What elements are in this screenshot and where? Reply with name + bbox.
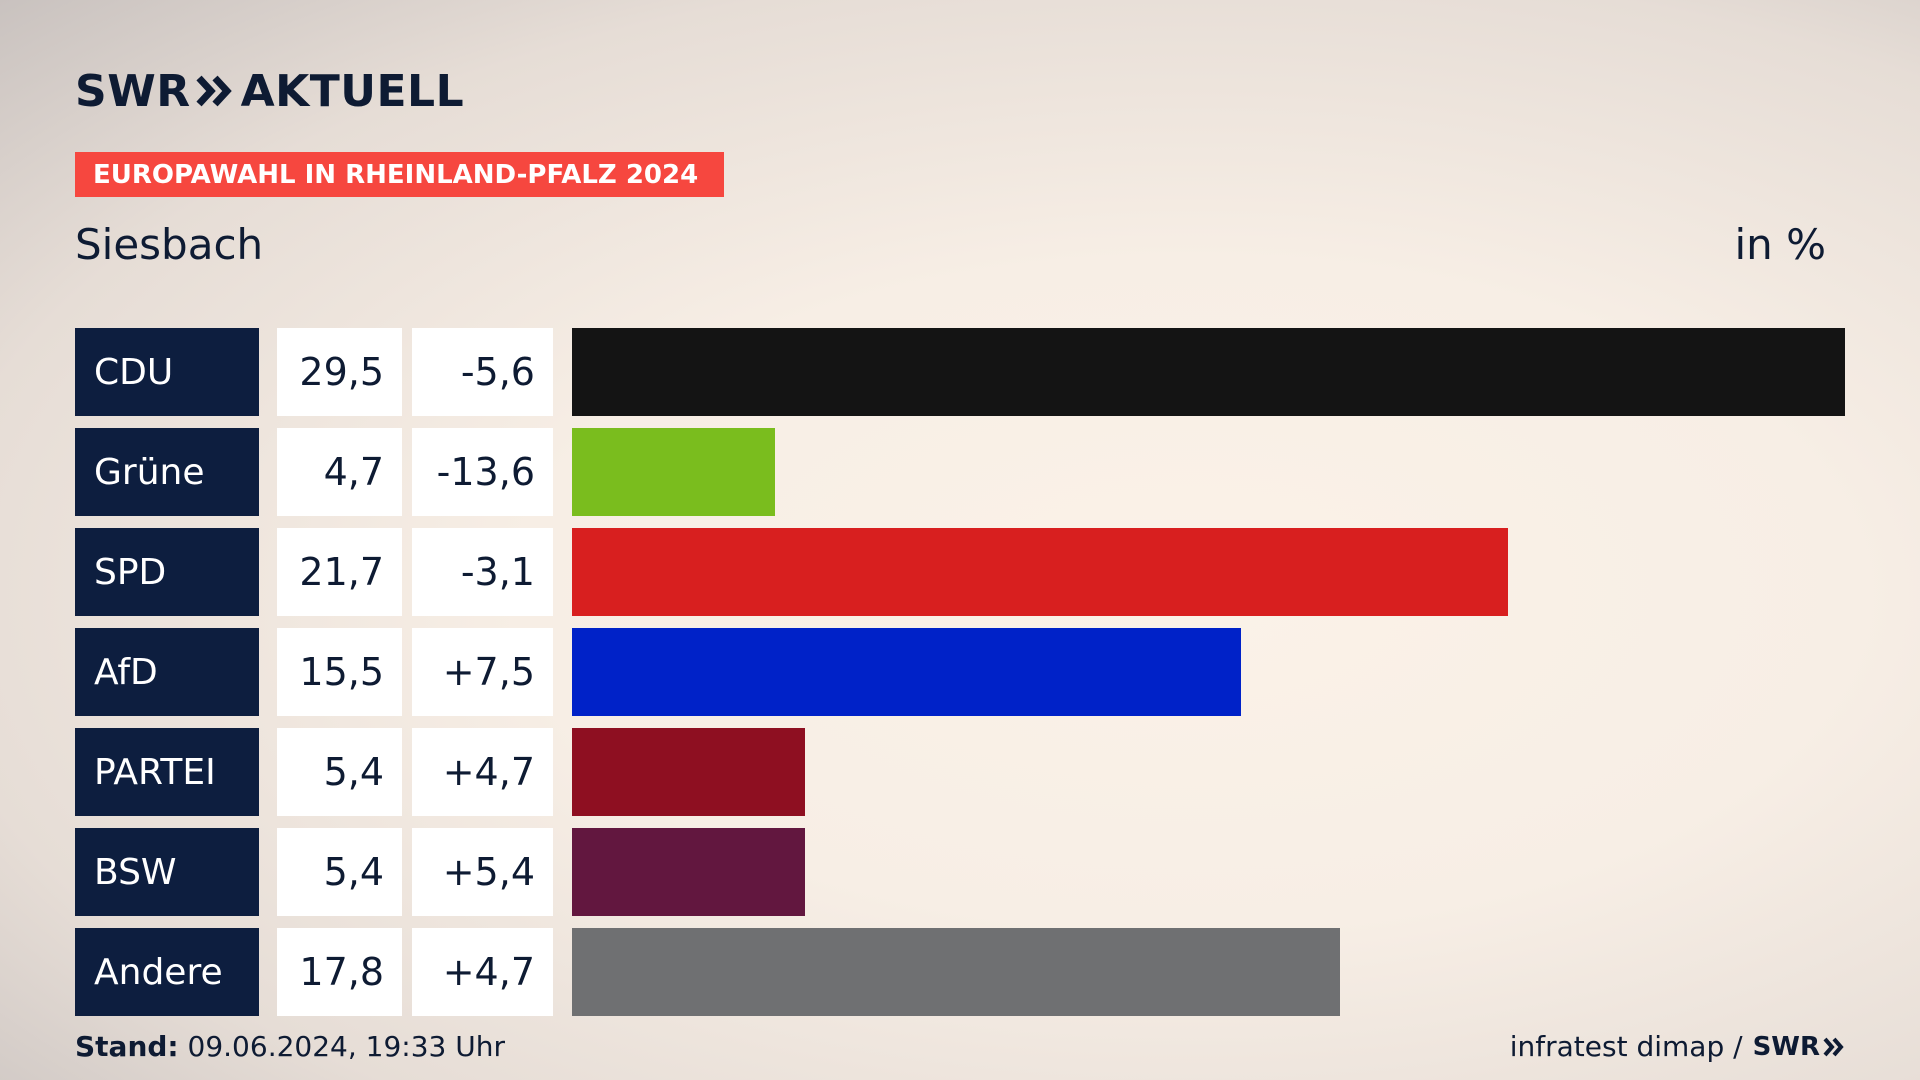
bar-track bbox=[572, 828, 1845, 916]
stand-value: 09.06.2024, 19:33 Uhr bbox=[187, 1030, 505, 1063]
place-title: Siesbach bbox=[75, 220, 264, 269]
result-row: SPD 21,7 -3,1 bbox=[75, 528, 1845, 616]
bar-track bbox=[572, 728, 1845, 816]
vote-share-label: 5,4 bbox=[277, 728, 402, 816]
brand-section: AKTUELL bbox=[240, 65, 465, 117]
timestamp: Stand: 09.06.2024, 19:33 Uhr bbox=[75, 1030, 505, 1063]
vote-share-label: 4,7 bbox=[277, 428, 402, 516]
source-label: infratest dimap / bbox=[1509, 1030, 1743, 1063]
vote-share-bar bbox=[572, 628, 1241, 716]
unit-label: in % bbox=[1734, 220, 1826, 269]
vote-share-label: 17,8 bbox=[277, 928, 402, 1016]
small-double-chevron-icon bbox=[1823, 1037, 1844, 1056]
party-label: SPD bbox=[75, 528, 259, 616]
result-row: CDU 29,5 -5,6 bbox=[75, 328, 1845, 416]
election-banner: EUROPAWAHL IN RHEINLAND-PFALZ 2024 bbox=[75, 152, 724, 197]
result-row: Grüne 4,7 -13,6 bbox=[75, 428, 1845, 516]
vote-share-bar bbox=[572, 828, 805, 916]
bar-track bbox=[572, 328, 1845, 416]
party-label: PARTEI bbox=[75, 728, 259, 816]
result-row: PARTEI 5,4 +4,7 bbox=[75, 728, 1845, 816]
party-label: Grüne bbox=[75, 428, 259, 516]
change-label: +7,5 bbox=[412, 628, 553, 716]
change-label: -5,6 bbox=[412, 328, 553, 416]
change-label: -3,1 bbox=[412, 528, 553, 616]
vote-share-bar bbox=[572, 728, 805, 816]
bar-track bbox=[572, 428, 1845, 516]
source-credit: infratest dimap / SWR bbox=[1510, 1030, 1846, 1063]
vote-share-label: 21,7 bbox=[277, 528, 402, 616]
vote-share-bar bbox=[572, 528, 1508, 616]
result-row: AfD 15,5 +7,5 bbox=[75, 628, 1845, 716]
vote-share-bar bbox=[572, 428, 775, 516]
result-row: BSW 5,4 +5,4 bbox=[75, 828, 1845, 916]
bar-track bbox=[572, 928, 1845, 1016]
vote-share-label: 5,4 bbox=[277, 828, 402, 916]
result-row: Andere 17,8 +4,7 bbox=[75, 928, 1845, 1016]
change-label: +4,7 bbox=[412, 928, 553, 1016]
double-chevron-icon bbox=[196, 75, 232, 107]
bar-track bbox=[572, 628, 1845, 716]
change-label: -13,6 bbox=[412, 428, 553, 516]
change-label: +4,7 bbox=[412, 728, 553, 816]
stand-label: Stand: bbox=[75, 1030, 179, 1063]
brand-name: SWR bbox=[75, 65, 191, 117]
party-label: AfD bbox=[75, 628, 259, 716]
swr-aktuell-logo: SWR AKTUELL bbox=[75, 65, 465, 117]
party-label: CDU bbox=[75, 328, 259, 416]
vote-share-bar bbox=[572, 928, 1340, 1016]
vote-share-bar bbox=[572, 328, 1845, 416]
footer-brand: SWR bbox=[1752, 1031, 1820, 1062]
change-label: +5,4 bbox=[412, 828, 553, 916]
party-label: BSW bbox=[75, 828, 259, 916]
party-label: Andere bbox=[75, 928, 259, 1016]
vote-share-label: 29,5 bbox=[277, 328, 402, 416]
bar-track bbox=[572, 528, 1845, 616]
vote-share-label: 15,5 bbox=[277, 628, 402, 716]
